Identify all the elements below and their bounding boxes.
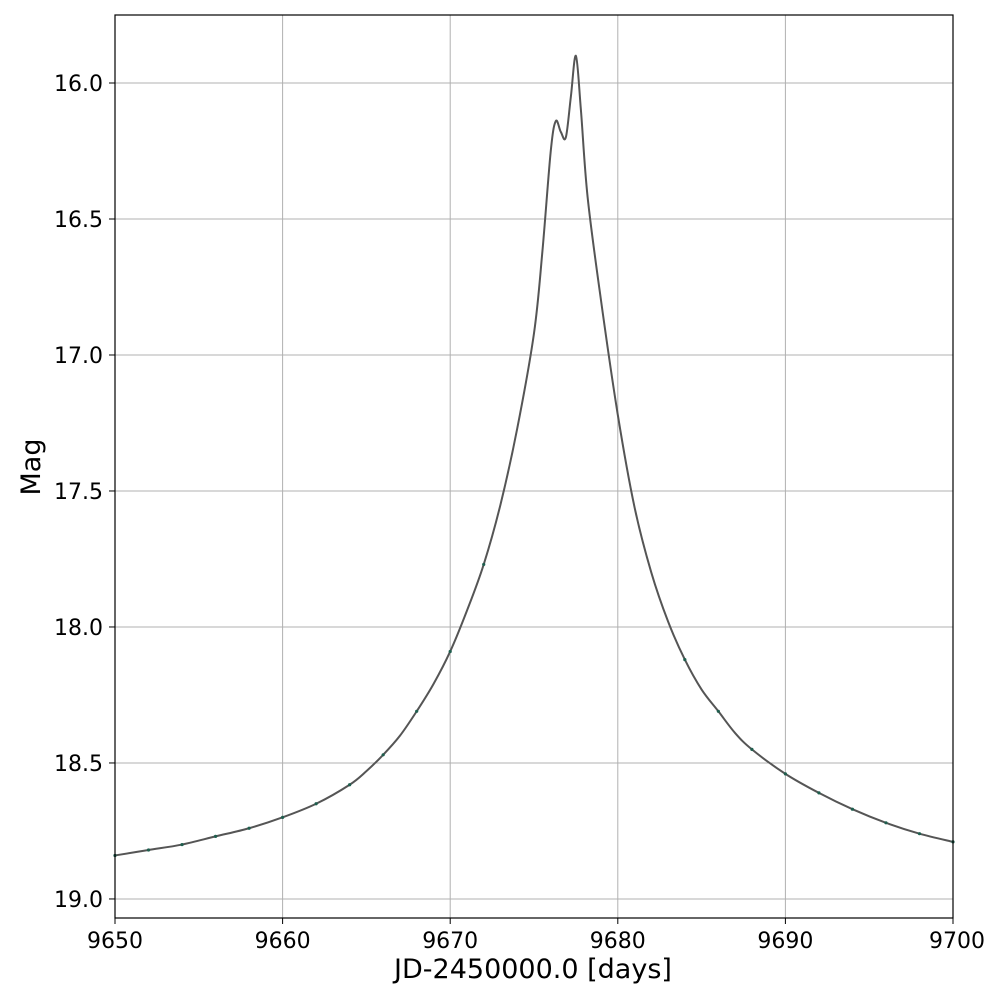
data-point (146, 848, 151, 852)
data-point (180, 842, 184, 847)
data-point (348, 783, 352, 787)
y-tick-label: 18.0 (54, 616, 103, 641)
y-tick-label: 17.0 (54, 344, 103, 369)
data-point (314, 802, 318, 806)
y-tick-label: 17.5 (54, 480, 103, 505)
grid-lines (114, 15, 954, 918)
plot-frame (114, 14, 954, 919)
y-tick-label: 18.5 (54, 752, 103, 777)
y-tick-label: 16.5 (54, 208, 103, 233)
y-tick-label: 16.0 (54, 72, 103, 97)
data-point (817, 791, 821, 795)
data-point (381, 753, 385, 757)
data-point (683, 658, 687, 662)
model-curve (114, 54, 954, 857)
x-axis-label: JD-2450000.0 [days] (392, 954, 672, 985)
data-point (917, 832, 922, 836)
data-point (716, 709, 720, 713)
y-tick-label: 19.0 (54, 888, 103, 913)
data-point (247, 826, 251, 830)
x-tick-label: 9660 (255, 929, 311, 954)
data-point (750, 747, 754, 751)
data-point (783, 772, 788, 776)
data-point (213, 834, 218, 839)
data-point (850, 807, 855, 811)
y-axis-label: Mag (16, 439, 47, 496)
data-point (482, 562, 486, 567)
axis-ticks: 9650 9660 9670 9680 9690 9700 16.0 16.5 17.0 17.5… (54, 72, 985, 954)
x-tick-label: 9690 (757, 929, 813, 954)
x-tick-label: 9670 (422, 929, 478, 954)
x-tick-label: 9700 (929, 929, 985, 954)
data-point (281, 815, 285, 819)
x-tick-label: 9680 (590, 929, 646, 954)
data-point (448, 649, 452, 654)
data-point (884, 821, 888, 825)
series-layer (113, 54, 955, 858)
x-tick-label: 9650 (87, 929, 143, 954)
data-point (415, 709, 419, 713)
